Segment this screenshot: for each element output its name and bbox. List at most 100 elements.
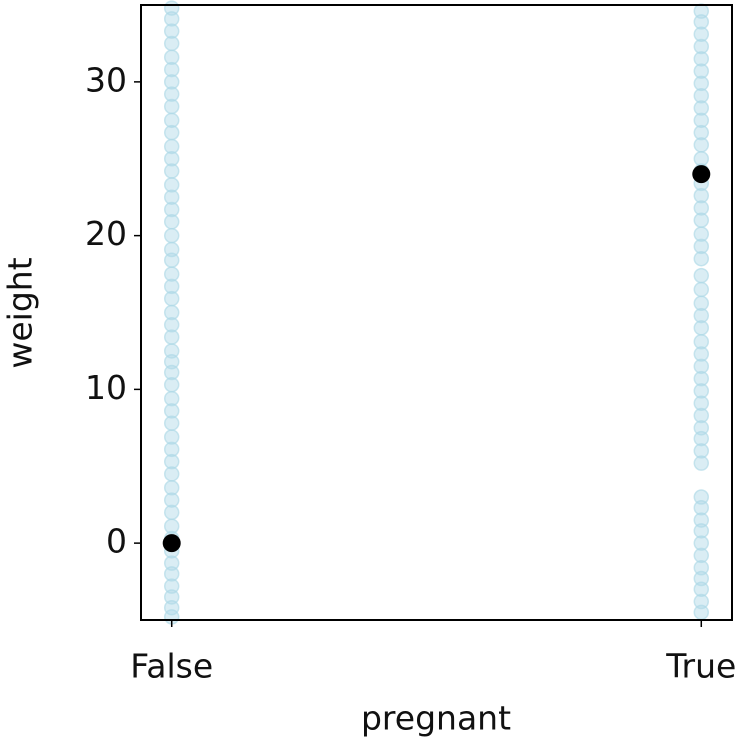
data-point: [693, 187, 710, 204]
data-point: [163, 566, 180, 582]
data-point: [163, 453, 180, 470]
data-point: [163, 415, 180, 431]
data-point: [163, 151, 180, 167]
data-point: [693, 570, 710, 587]
data-point: [693, 87, 710, 104]
data-point: [693, 559, 710, 576]
data-point: [163, 98, 180, 115]
data-point: [693, 430, 710, 447]
data-point: [693, 358, 710, 375]
plot-frame: [140, 4, 733, 621]
data-point: [163, 201, 180, 218]
data-point: [163, 304, 180, 321]
mean-point: [162, 534, 181, 553]
data-point: [693, 581, 710, 597]
y-axis-label: weight: [1, 257, 40, 368]
data-point: [163, 364, 180, 381]
data-point: [693, 137, 710, 153]
data-point: [163, 278, 180, 295]
data-point: [163, 163, 180, 179]
x-tick-label: True: [665, 647, 736, 686]
data-point: [693, 512, 710, 528]
data-point: [163, 466, 180, 482]
data-point: [693, 523, 710, 539]
data-point: [163, 377, 180, 393]
data-point: [163, 290, 180, 307]
data-point: [163, 49, 180, 66]
data-point: [163, 177, 180, 193]
data-point: [693, 281, 710, 298]
data-point: [163, 441, 180, 458]
data-point: [163, 599, 180, 616]
data-point: [693, 238, 710, 255]
data-point: [693, 535, 710, 551]
data-point: [163, 124, 180, 141]
y-tick-label: 10: [85, 368, 127, 407]
data-point: [693, 500, 710, 516]
data-point: [163, 74, 180, 90]
data-point: [693, 3, 710, 19]
y-tick-label: 0: [106, 522, 127, 561]
data-point: [163, 492, 180, 508]
data-point: [693, 383, 710, 399]
data-point: [693, 151, 710, 167]
data-point: [163, 480, 180, 496]
data-point: [163, 0, 180, 16]
data-point: [693, 124, 710, 141]
y-tick-label: 30: [85, 60, 127, 99]
data-point: [693, 307, 710, 324]
data-point: [693, 370, 710, 387]
data-point: [693, 320, 710, 336]
data-point: [163, 112, 180, 129]
data-point: [163, 353, 180, 370]
data-point: [693, 51, 710, 67]
data-point: [693, 395, 710, 411]
data-point: [693, 226, 710, 242]
data-point: [693, 26, 710, 42]
data-point: [163, 390, 180, 407]
data-point: [163, 578, 180, 594]
x-axis-label: pregnant: [361, 699, 511, 738]
x-tick-label: False: [130, 647, 213, 686]
data-point: [693, 295, 710, 312]
mean-point: [692, 165, 711, 184]
data-point: [693, 455, 710, 471]
data-point: [163, 241, 180, 258]
data-point: [693, 75, 710, 92]
data-point: [693, 407, 710, 424]
data-point: [693, 333, 710, 350]
data-point: [163, 23, 180, 39]
data-point: [163, 317, 180, 333]
data-point: [693, 593, 710, 610]
data-point: [163, 555, 180, 571]
data-point: [693, 14, 710, 30]
data-point: [693, 267, 710, 284]
data-point: [163, 214, 180, 230]
data-point: [693, 489, 710, 505]
data-point: [163, 86, 180, 102]
data-point: [693, 443, 710, 459]
data-point: [163, 227, 180, 244]
data-point: [693, 547, 710, 564]
data-point: [693, 420, 710, 436]
data-point: [163, 61, 180, 78]
data-point: [163, 589, 180, 605]
data-point: [693, 63, 710, 79]
data-point: [693, 212, 710, 228]
data-point: [163, 189, 180, 205]
data-point: [163, 252, 180, 268]
data-point: [163, 343, 180, 359]
data-point: [693, 200, 710, 216]
data-point: [163, 11, 180, 27]
data-point: [693, 346, 710, 362]
data-point: [163, 329, 180, 345]
data-point: [163, 138, 180, 155]
data-point: [693, 112, 710, 129]
data-point: [163, 35, 180, 52]
data-point: [163, 429, 180, 445]
y-tick-label: 20: [85, 214, 127, 253]
data-point: [693, 100, 710, 116]
data-point: [163, 266, 180, 282]
